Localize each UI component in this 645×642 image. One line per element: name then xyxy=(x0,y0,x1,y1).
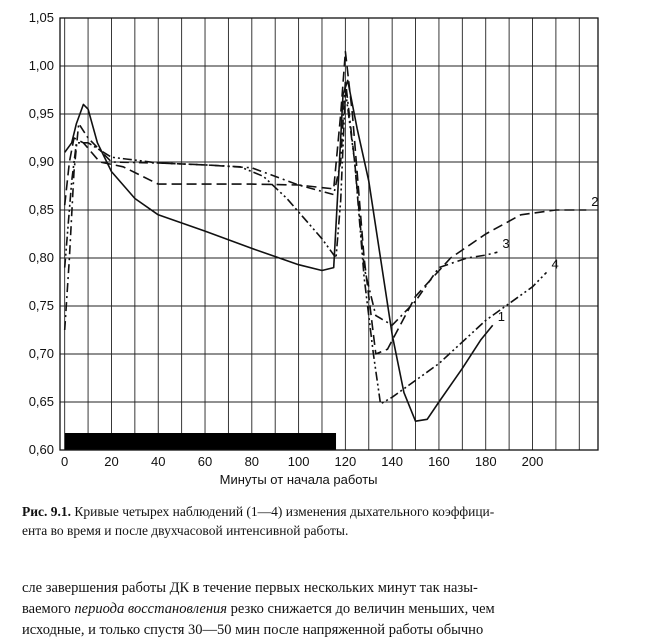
body-line-2-italic: периода восстановления xyxy=(74,601,228,617)
figure-caption: Рис. 9.1. Кривые четырех наблюдений (1—4… xyxy=(22,502,632,540)
x-tick-label: 140 xyxy=(381,454,403,469)
y-tick-labels: 0,60 0,65 0,70 0,75 0,80 0,85 0,90 0,95 1,00 1,05 xyxy=(29,10,54,457)
body-line-2: ваемого периода восстановления резко сни… xyxy=(22,599,632,620)
y-tick-label: 0,75 xyxy=(29,298,54,313)
series-line-2 xyxy=(63,50,587,355)
body-line-2-end: резко снижается до величин меньших, чем xyxy=(227,601,495,617)
y-tick-label: 0,60 xyxy=(29,442,54,457)
x-tick-label: 60 xyxy=(198,454,212,469)
caption-text-1: Кривые четырех наблюдений (1—4) изменени… xyxy=(74,504,495,519)
series-label-1: 1 xyxy=(498,309,505,324)
curve-labels: 1 2 3 4 xyxy=(498,194,599,324)
x-tick-label: 100 xyxy=(288,454,310,469)
x-tick-label: 80 xyxy=(245,454,259,469)
x-tick-label: 120 xyxy=(335,454,357,469)
caption-line-2: ента во время и после двухчасовой интенс… xyxy=(22,523,349,538)
series-line-3 xyxy=(63,79,498,331)
y-tick-label: 1,00 xyxy=(29,58,54,73)
x-tick-label: 20 xyxy=(104,454,118,469)
caption-figure-number: Рис. 9.1. xyxy=(22,504,72,519)
y-tick-label: 0,95 xyxy=(29,106,54,121)
series-line-1 xyxy=(64,79,494,422)
x-tick-label: 40 xyxy=(151,454,165,469)
chart-grid xyxy=(60,17,598,451)
series-line-4 xyxy=(63,89,548,405)
y-tick-label: 0,70 xyxy=(29,346,54,361)
x-tick-label: 200 xyxy=(522,454,544,469)
x-tick-labels: 0 20 40 60 80 100 120 140 160 180 200 xyxy=(61,454,543,469)
body-paragraph: сле завершения работы ДК в течение первы… xyxy=(22,578,632,641)
x-tick-label: 180 xyxy=(475,454,497,469)
series-label-2: 2 xyxy=(591,194,598,209)
chart: 0,60 0,65 0,70 0,75 0,80 0,85 0,90 0,95 1,00 1,05… xyxy=(29,10,599,487)
series-label-4: 4 xyxy=(552,256,559,271)
x-axis-label: Минуты от начала работы xyxy=(220,472,378,487)
work-period-bar xyxy=(64,433,337,450)
x-tick-label: 160 xyxy=(428,454,450,469)
plot-frame xyxy=(59,17,599,451)
y-tick-label: 1,05 xyxy=(29,10,54,25)
body-line-2-start: ваемого xyxy=(22,601,75,617)
y-tick-label: 0,65 xyxy=(29,394,54,409)
y-tick-label: 0,85 xyxy=(29,202,54,217)
y-tick-label: 0,80 xyxy=(29,250,54,265)
body-line-3: исходные, и только спустя 30—50 мин посл… xyxy=(22,622,484,638)
caption-line-1: Рис. 9.1. Кривые четырех наблюдений (1—4… xyxy=(22,502,632,521)
series-layer xyxy=(63,50,587,422)
y-tick-label: 0,90 xyxy=(29,154,54,169)
series-label-3: 3 xyxy=(502,236,509,251)
body-line-1: сле завершения работы ДК в течение первы… xyxy=(22,580,478,596)
x-tick-label: 0 xyxy=(61,454,68,469)
